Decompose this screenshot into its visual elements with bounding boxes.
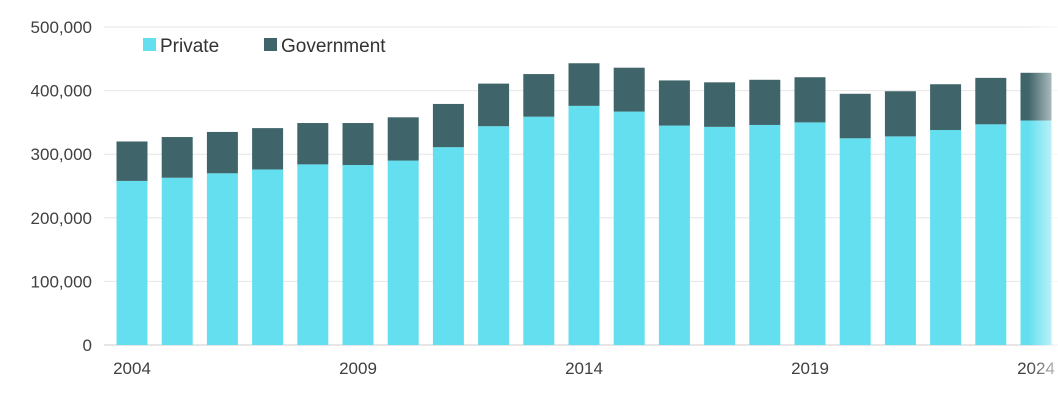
bar-government-2009 [342, 123, 374, 166]
bar-government-2020 [839, 93, 871, 139]
bar-private-2023 [975, 124, 1007, 345]
legend-swatch-private [143, 38, 156, 51]
y-tick-label: 400,000 [31, 82, 92, 101]
y-tick-label: 300,000 [31, 145, 92, 164]
bar-government-2016 [658, 80, 690, 126]
legend: Private Government [143, 36, 386, 57]
bar-government-2023 [975, 77, 1007, 125]
x-tick-label-2004: 2004 [113, 359, 151, 378]
bar-government-2013 [523, 74, 555, 117]
y-tick-label: 500,000 [31, 18, 92, 37]
bar-government-2012 [478, 83, 510, 127]
bar-private-2012 [478, 126, 510, 345]
bar-private-2016 [658, 125, 690, 345]
bar-government-2007 [252, 128, 284, 170]
bar-government-2017 [704, 82, 736, 127]
bar-government-2022 [930, 84, 962, 131]
y-tick-label: 100,000 [31, 272, 92, 291]
x-tick-label-2019: 2019 [791, 359, 829, 378]
bar-private-2018 [749, 124, 781, 345]
y-tick-label: 200,000 [31, 209, 92, 228]
bar-private-2013 [523, 116, 555, 346]
bar-private-2005 [161, 177, 193, 345]
bar-government-2006 [206, 131, 238, 174]
bar-government-2011 [432, 103, 464, 148]
legend-label-private: Private [160, 36, 219, 57]
bar-private-2022 [930, 130, 962, 345]
bar-private-2019 [794, 122, 826, 346]
bar-private-2015 [613, 111, 645, 345]
bar-private-2010 [387, 160, 419, 345]
x-tick-label-2014: 2014 [565, 359, 603, 378]
bar-government-2015 [613, 67, 645, 112]
y-axis-ticks: 0 100,000 200,000 300,000 400,000 500,000 [31, 18, 92, 355]
y-tick-label: 0 [83, 336, 92, 355]
bars [116, 63, 1052, 346]
bar-private-2020 [839, 138, 871, 345]
bar-government-2014 [568, 63, 600, 106]
bar-government-2021 [884, 91, 916, 137]
legend-label-government: Government [281, 36, 386, 57]
legend-swatch-government [264, 38, 277, 51]
bar-government-2019 [794, 77, 826, 123]
bar-private-2008 [297, 164, 329, 345]
bar-government-2008 [297, 123, 329, 165]
bar-private-2006 [206, 173, 238, 345]
bar-government-2018 [749, 79, 781, 125]
bar-private-2004 [116, 180, 148, 345]
bar-government-2010 [387, 117, 419, 161]
x-axis-ticks: 20042009201420192024 [113, 359, 1055, 378]
right-edge-fade [1028, 0, 1058, 400]
bar-private-2011 [432, 147, 464, 345]
bar-government-2005 [161, 137, 193, 178]
bar-government-2004 [116, 141, 148, 181]
bar-private-2021 [884, 136, 916, 345]
bar-private-2007 [252, 169, 284, 345]
bar-private-2009 [342, 165, 374, 345]
bar-private-2014 [568, 105, 600, 345]
x-tick-label-2009: 2009 [339, 359, 377, 378]
bar-private-2017 [704, 126, 736, 346]
